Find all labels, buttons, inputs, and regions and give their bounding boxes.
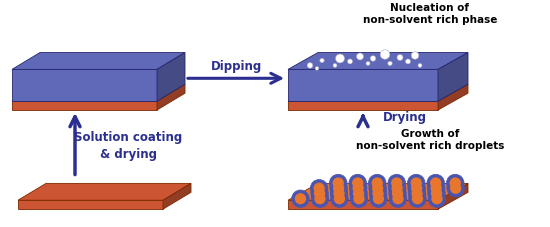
Circle shape	[411, 52, 419, 59]
Circle shape	[391, 177, 403, 189]
Circle shape	[447, 180, 464, 197]
Circle shape	[388, 180, 406, 197]
Circle shape	[368, 174, 386, 192]
Circle shape	[412, 193, 423, 204]
Polygon shape	[288, 200, 438, 209]
Circle shape	[409, 190, 426, 207]
Circle shape	[333, 63, 337, 67]
Circle shape	[314, 183, 325, 194]
Polygon shape	[288, 84, 468, 101]
Polygon shape	[288, 52, 468, 69]
Circle shape	[352, 177, 364, 189]
Polygon shape	[288, 101, 438, 110]
Circle shape	[389, 185, 406, 202]
Polygon shape	[12, 84, 185, 101]
Circle shape	[330, 180, 348, 197]
Circle shape	[311, 185, 328, 202]
Circle shape	[447, 174, 464, 192]
Circle shape	[392, 188, 403, 199]
Circle shape	[349, 180, 367, 197]
Circle shape	[411, 188, 423, 199]
Circle shape	[331, 190, 348, 207]
Circle shape	[307, 63, 313, 68]
Circle shape	[427, 180, 445, 197]
Polygon shape	[288, 69, 438, 101]
Circle shape	[314, 193, 326, 204]
Text: Nucleation of
non-solvent rich phase: Nucleation of non-solvent rich phase	[363, 3, 497, 25]
Circle shape	[311, 190, 329, 207]
Circle shape	[320, 58, 324, 63]
Circle shape	[295, 193, 306, 204]
Circle shape	[366, 62, 370, 65]
Text: Solution coating
& drying: Solution coating & drying	[74, 131, 182, 161]
Circle shape	[348, 59, 353, 64]
Polygon shape	[157, 84, 185, 110]
Circle shape	[410, 177, 422, 189]
Circle shape	[330, 185, 348, 202]
Circle shape	[349, 174, 366, 192]
Text: Drying: Drying	[383, 111, 427, 124]
Circle shape	[431, 183, 442, 194]
Circle shape	[292, 190, 309, 207]
Polygon shape	[163, 183, 191, 209]
Polygon shape	[438, 52, 468, 101]
Circle shape	[350, 185, 367, 202]
Polygon shape	[157, 52, 185, 101]
Polygon shape	[12, 69, 157, 101]
Circle shape	[333, 177, 344, 189]
Circle shape	[392, 183, 403, 194]
Circle shape	[388, 61, 392, 66]
Circle shape	[370, 56, 376, 61]
Circle shape	[450, 183, 461, 194]
Circle shape	[418, 63, 422, 67]
Circle shape	[372, 183, 383, 194]
Text: Growth of
non-solvent rich droplets: Growth of non-solvent rich droplets	[356, 128, 504, 151]
Circle shape	[353, 193, 365, 204]
Polygon shape	[438, 84, 468, 110]
Circle shape	[329, 174, 347, 192]
Circle shape	[397, 54, 403, 60]
Circle shape	[333, 188, 345, 199]
Text: Dipping: Dipping	[210, 60, 262, 73]
Circle shape	[333, 183, 344, 194]
Circle shape	[405, 59, 410, 64]
Circle shape	[431, 193, 443, 204]
Circle shape	[369, 185, 387, 202]
Circle shape	[356, 53, 364, 60]
Circle shape	[411, 183, 422, 194]
Circle shape	[370, 190, 387, 207]
Circle shape	[336, 54, 344, 63]
Polygon shape	[18, 183, 191, 200]
Circle shape	[315, 67, 319, 70]
Circle shape	[350, 190, 368, 207]
Circle shape	[430, 177, 442, 189]
Circle shape	[373, 193, 384, 204]
Circle shape	[392, 193, 404, 204]
Circle shape	[388, 174, 405, 192]
Circle shape	[380, 50, 390, 59]
Circle shape	[372, 188, 384, 199]
Circle shape	[389, 190, 406, 207]
Circle shape	[408, 180, 425, 197]
Circle shape	[428, 185, 446, 202]
Circle shape	[431, 188, 442, 199]
Circle shape	[408, 185, 426, 202]
Circle shape	[372, 177, 383, 189]
Circle shape	[314, 188, 325, 199]
Circle shape	[428, 190, 446, 207]
Polygon shape	[288, 183, 468, 200]
Circle shape	[369, 180, 387, 197]
Polygon shape	[438, 183, 468, 209]
Circle shape	[427, 174, 444, 192]
Circle shape	[449, 177, 461, 189]
Circle shape	[334, 193, 345, 204]
Polygon shape	[12, 101, 157, 110]
Circle shape	[408, 174, 425, 192]
Circle shape	[310, 180, 328, 197]
Polygon shape	[12, 52, 185, 69]
Circle shape	[353, 188, 364, 199]
Polygon shape	[18, 200, 163, 209]
Circle shape	[353, 183, 364, 194]
